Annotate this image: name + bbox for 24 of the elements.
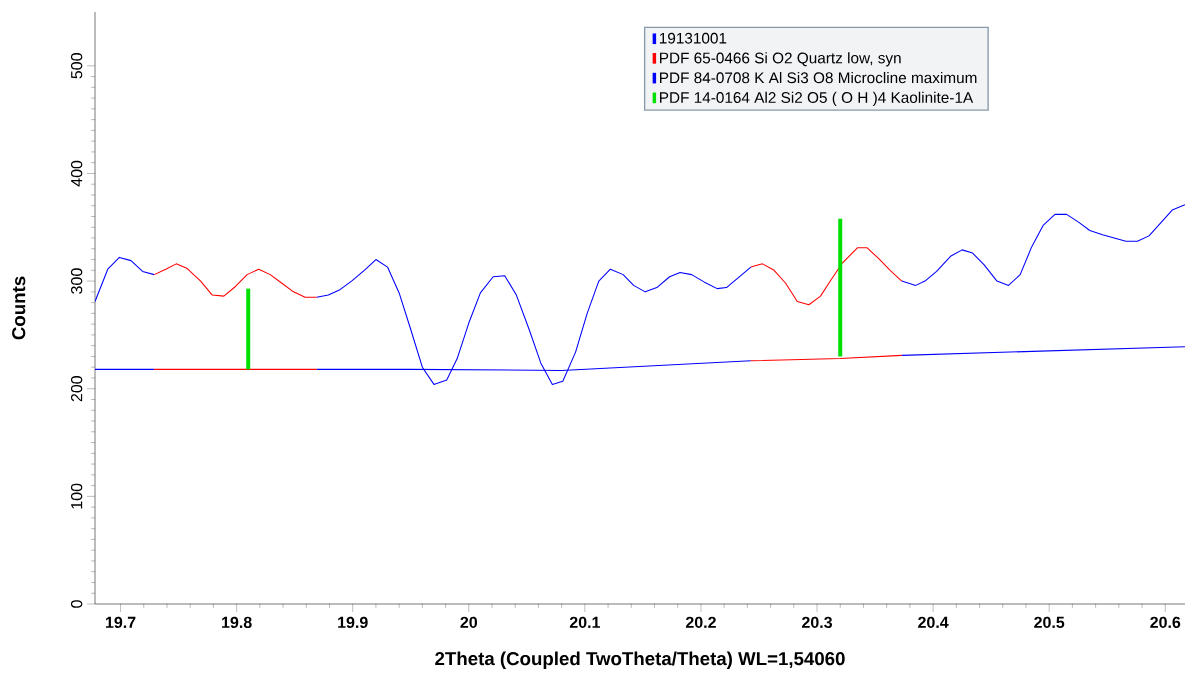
y-tick-label: 300	[70, 268, 83, 294]
line-series	[153, 263, 318, 298]
legend-label: PDF 14-0164 Al2 Si2 O5 ( O H )4 Kaolinite-1A	[660, 91, 974, 107]
x-tick-label: 19.8	[222, 616, 252, 629]
line-series	[750, 247, 903, 306]
x-tick-label: 20.5	[1034, 616, 1065, 629]
y-tick-label: 0	[70, 600, 83, 608]
x-tick-label: 19.7	[105, 616, 136, 629]
x-tick-label: 20.1	[569, 616, 600, 629]
x-axis-title: 2Theta (Coupled TwoTheta/Theta) WL=1,54060	[435, 651, 845, 669]
y-tick-label: 100	[70, 483, 83, 509]
x-tick-label: 20	[460, 616, 478, 629]
y-tick-label: 500	[70, 53, 83, 79]
legend-label: 19131001	[659, 32, 727, 44]
y-tick-label: 200	[70, 375, 83, 402]
y-tick-label: 400	[70, 160, 83, 187]
x-tick-label: 20.4	[918, 616, 949, 629]
x-tick-label: 19.9	[338, 616, 368, 629]
x-tick-label: 20.3	[802, 616, 833, 629]
y-axis-title: Counts	[12, 276, 26, 340]
legend-label: PDF 84-0708 K Al Si3 O8 Microcline maximum	[660, 71, 977, 84]
x-tick-label: 20.2	[685, 616, 716, 629]
x-tick-label: 20.6	[1150, 616, 1181, 629]
legend-label: PDF 65-0466 Si O2 Quartz low, syn	[660, 52, 901, 67]
